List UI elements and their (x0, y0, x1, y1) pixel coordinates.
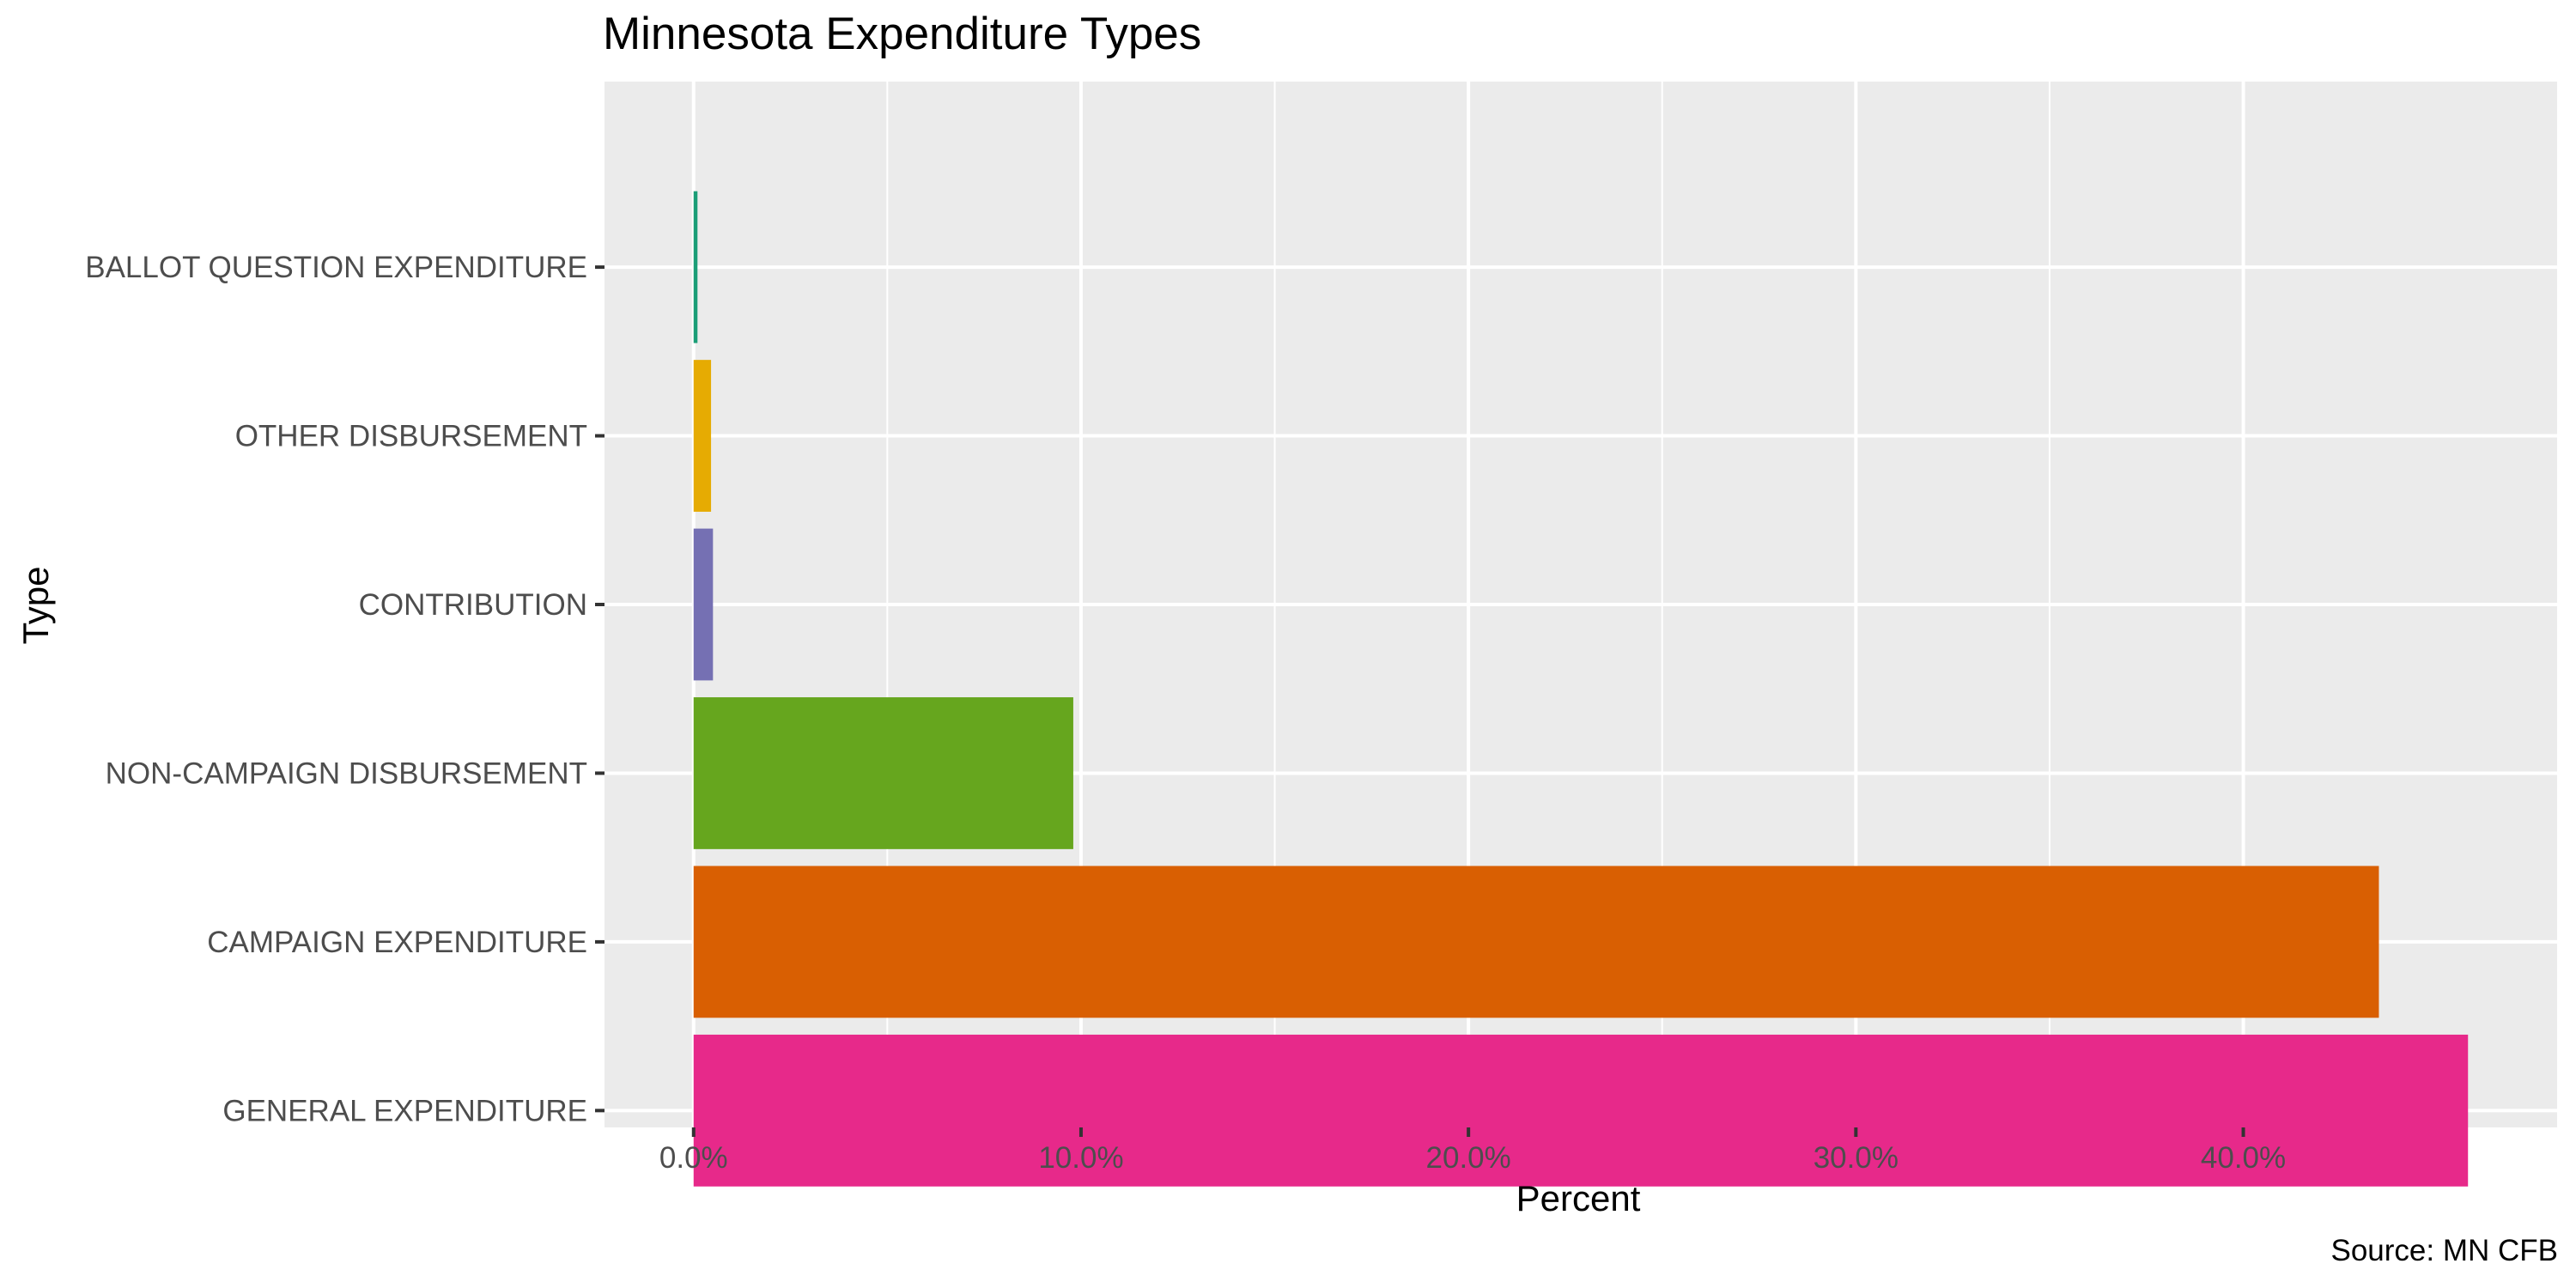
y-tick-label: BALLOT QUESTION EXPENDITURE (85, 251, 587, 284)
y-tick-label: OTHER DISBURSEMENT (235, 420, 587, 453)
bar (693, 191, 698, 343)
chart-title: Minnesota Expenditure Types (603, 9, 1201, 59)
bar (693, 866, 2379, 1018)
bar (693, 360, 712, 512)
y-axis-ticks: BALLOT QUESTION EXPENDITURE OTHER DISBURS… (85, 251, 605, 1127)
bar (693, 528, 714, 681)
x-tick-label: 40.0% (2201, 1141, 2286, 1175)
y-tick-label: CONTRIBUTION (359, 588, 587, 622)
x-axis-title: Percent (1516, 1178, 1641, 1218)
bar (693, 1034, 2469, 1187)
x-tick-label: 0.0% (659, 1141, 728, 1175)
bars (693, 191, 2469, 1187)
y-tick-label: CAMPAIGN EXPENDITURE (207, 926, 587, 959)
bar (693, 697, 1073, 849)
x-tick-label: 10.0% (1038, 1141, 1123, 1175)
x-tick-label: 30.0% (1814, 1141, 1899, 1175)
y-tick-label: GENERAL EXPENDITURE (222, 1094, 587, 1127)
source-caption: Source: MN CFB (2331, 1234, 2559, 1267)
y-tick-label: NON-CAMPAIGN DISBURSEMENT (106, 756, 587, 790)
x-axis-ticks: 0.0% 10.0% 20.0% 30.0% 40.0% (659, 1127, 2286, 1175)
y-axis-title: Type (15, 566, 56, 644)
x-tick-label: 20.0% (1426, 1141, 1511, 1175)
